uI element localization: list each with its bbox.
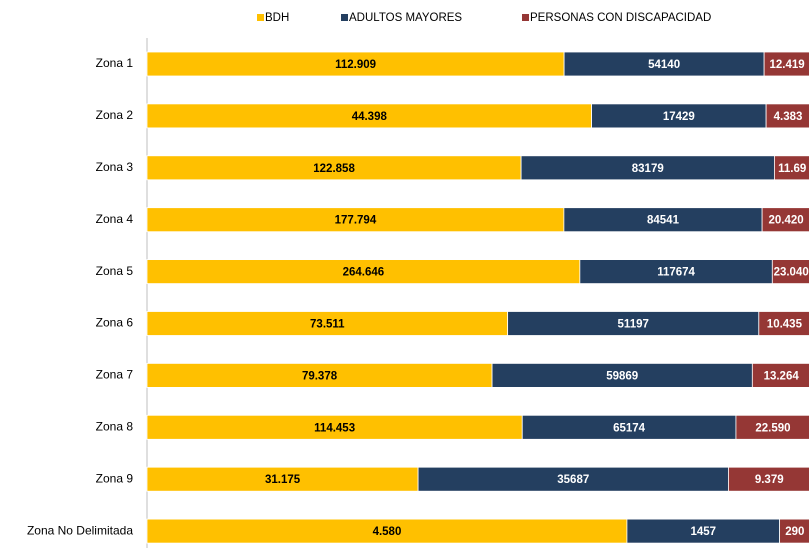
bar-segment <box>728 466 809 492</box>
bar-segment <box>751 362 809 388</box>
bar-segment <box>146 155 522 181</box>
legend-swatch <box>257 14 264 21</box>
legend-swatch <box>341 14 348 21</box>
bar-segment <box>146 311 509 336</box>
data-label: 1457 <box>690 526 716 538</box>
data-label: 13.264 <box>764 370 800 382</box>
bar-segment <box>763 51 809 77</box>
data-label: 20.420 <box>768 215 803 227</box>
data-label: 12.419 <box>769 59 804 71</box>
data-label: 83179 <box>632 163 664 175</box>
data-label: 112.909 <box>335 59 376 71</box>
data-label: 44.398 <box>352 111 388 123</box>
data-label: 177.794 <box>335 215 377 227</box>
bar-segment <box>771 259 809 285</box>
y-tick-label: Zona 2 <box>96 108 134 122</box>
data-label: 114.453 <box>314 422 355 434</box>
y-tick-label: Zona 5 <box>96 264 134 278</box>
bar-segment <box>758 311 809 336</box>
data-label: 51197 <box>618 319 649 331</box>
y-tick-label: Zona 9 <box>96 471 134 485</box>
y-tick-label: Zona 1 <box>96 56 134 70</box>
bar-segment <box>417 466 729 492</box>
y-tick-label: Zona 7 <box>96 368 134 382</box>
data-label: 122.858 <box>313 163 355 175</box>
bar-segment <box>779 518 809 544</box>
data-label: 73.511 <box>310 319 345 331</box>
bar-segment <box>507 311 760 336</box>
bar-segment <box>735 414 809 440</box>
bar-segment <box>761 207 809 233</box>
data-label: 79.378 <box>302 370 338 382</box>
data-label: 9.379 <box>755 474 784 486</box>
data-label: 10.435 <box>767 319 803 331</box>
data-label: 65174 <box>613 422 646 434</box>
y-tick-label: Zona 4 <box>96 212 134 226</box>
data-label: 59869 <box>606 370 638 382</box>
legend-swatch <box>522 14 529 21</box>
data-label: 54140 <box>648 59 680 71</box>
bar-segment <box>521 414 737 440</box>
bar-segment <box>146 362 493 388</box>
data-label: 23.040 <box>774 267 809 279</box>
data-label: 84541 <box>647 215 680 227</box>
data-label: 31.175 <box>265 474 301 486</box>
bar-segment <box>146 207 565 233</box>
legend-label: PERSONAS CON DISCAPACIDAD <box>530 12 711 24</box>
y-tick-label: Zona 3 <box>96 160 134 174</box>
data-label: 290 <box>785 526 804 538</box>
bar-segment <box>146 259 581 285</box>
y-tick-label: Zona 8 <box>96 419 134 433</box>
bar-segment <box>146 518 628 544</box>
y-tick-label: Zona 6 <box>96 316 134 330</box>
data-label: 22.590 <box>755 422 790 434</box>
data-label: 11.69 <box>778 163 806 175</box>
bar-segment <box>491 362 753 388</box>
bar-segment <box>774 155 809 181</box>
bar-segment <box>146 103 592 129</box>
data-label: 117674 <box>657 267 695 279</box>
bar-segment <box>579 259 773 285</box>
data-label: 4.383 <box>774 111 803 123</box>
data-label: 35687 <box>557 474 589 486</box>
data-label: 17429 <box>663 111 695 123</box>
bar-segment <box>563 51 765 77</box>
data-label: 4.580 <box>373 526 402 538</box>
bar-segment <box>146 414 523 440</box>
bar-segment <box>146 466 419 492</box>
bar-segment <box>626 518 781 544</box>
y-tick-label: Zona No Delimitada <box>27 523 133 537</box>
bar-segment <box>765 103 809 129</box>
data-label: 264.646 <box>343 267 385 279</box>
bar-segment <box>520 155 775 181</box>
legend-label: BDH <box>265 12 289 24</box>
legend-label: ADULTOS MAYORES <box>349 12 462 24</box>
